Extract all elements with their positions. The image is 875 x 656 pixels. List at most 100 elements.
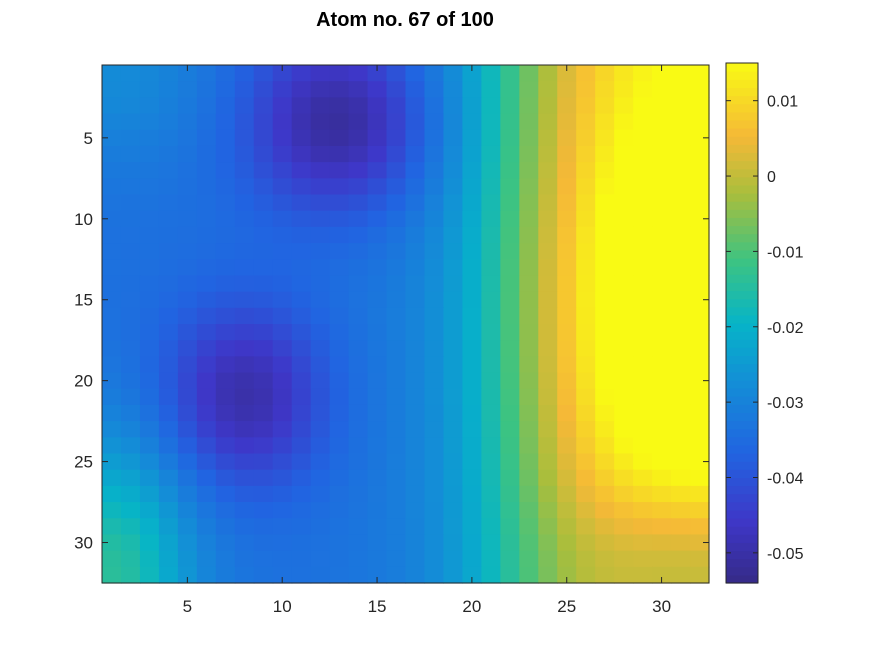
heatmap-cell <box>595 372 615 390</box>
heatmap-cell <box>424 469 445 487</box>
heatmap-cell <box>519 259 539 277</box>
heatmap-cell <box>120 485 141 503</box>
heatmap-cell <box>500 469 520 487</box>
colorbar-segment <box>726 274 758 283</box>
heatmap-cell <box>272 162 293 179</box>
heatmap-cell <box>443 340 464 357</box>
heatmap-cell <box>348 453 369 471</box>
heatmap-cell <box>671 194 691 212</box>
colorbar-segment <box>726 103 758 113</box>
heatmap-cell <box>462 388 482 406</box>
heatmap-cell <box>367 534 388 552</box>
heatmap-cell <box>386 421 407 438</box>
heatmap-cell <box>329 178 350 196</box>
heatmap-cell <box>102 356 122 374</box>
heatmap-cell <box>272 81 293 98</box>
heatmap-cell <box>443 65 464 82</box>
heatmap-cell <box>652 502 672 519</box>
heatmap-cell <box>462 210 482 228</box>
heatmap-cell <box>367 129 388 147</box>
heatmap-cell <box>557 81 577 98</box>
heatmap-cell <box>386 518 407 536</box>
heatmap-cell <box>557 259 577 277</box>
heatmap-cell <box>633 340 653 357</box>
heatmap-cell <box>519 469 539 487</box>
heatmap-cell <box>329 97 350 115</box>
heatmap-cell <box>614 97 634 115</box>
heatmap-cell <box>576 485 596 503</box>
heatmap-cell <box>652 210 672 228</box>
heatmap-cell <box>481 275 501 293</box>
heatmap-cell <box>595 388 615 406</box>
heatmap-cell <box>253 502 274 519</box>
heatmap-cell <box>348 324 369 341</box>
heatmap-cell <box>158 518 179 536</box>
heatmap-cell <box>253 404 274 422</box>
heatmap-cell <box>481 550 501 568</box>
heatmap-cell <box>196 550 217 568</box>
heatmap-cell <box>139 97 160 115</box>
heatmap-cell <box>538 81 558 98</box>
heatmap-cell <box>253 307 274 325</box>
heatmap-cell <box>538 518 558 536</box>
heatmap-cell <box>196 340 217 357</box>
heatmap-cell <box>576 534 596 552</box>
heatmap-cell <box>177 469 198 487</box>
heatmap-cell <box>405 97 426 115</box>
heatmap-cell <box>481 340 501 357</box>
heatmap-cell <box>139 502 160 519</box>
heatmap-cell <box>462 226 482 244</box>
heatmap-cell <box>633 534 653 552</box>
heatmap-cell <box>614 388 634 406</box>
heatmap-cell <box>500 97 520 115</box>
heatmap-cell <box>500 502 520 519</box>
heatmap-cell <box>177 65 198 82</box>
heatmap-cell <box>690 550 710 568</box>
heatmap-cell <box>120 566 141 584</box>
heatmap-cell <box>120 534 141 552</box>
heatmap-cell <box>690 259 710 277</box>
heatmap-cell <box>538 340 558 357</box>
heatmap-cell <box>234 372 255 390</box>
heatmap-cell <box>538 388 558 406</box>
heatmap-cell <box>576 259 596 277</box>
heatmap-cell <box>443 550 464 568</box>
heatmap-cell <box>424 113 445 131</box>
heatmap-cell <box>671 518 691 536</box>
heatmap-cell <box>329 113 350 131</box>
heatmap-cells <box>102 65 710 584</box>
heatmap-cell <box>139 259 160 277</box>
heatmap-cell <box>595 243 615 260</box>
heatmap-cell <box>595 210 615 228</box>
heatmap-cell <box>519 518 539 536</box>
plot-axes <box>101 64 710 584</box>
heatmap-cell <box>102 275 122 293</box>
heatmap-cell <box>481 243 501 260</box>
heatmap-cell <box>272 485 293 503</box>
colorbar-segment <box>726 469 758 478</box>
heatmap-cell <box>196 243 217 260</box>
heatmap-cell <box>367 275 388 293</box>
colorbar-segment <box>726 201 758 210</box>
heatmap-cell <box>690 404 710 422</box>
heatmap-cell <box>215 469 236 487</box>
heatmap-cell <box>158 566 179 584</box>
heatmap-cell <box>177 194 198 212</box>
heatmap-cell <box>614 502 634 519</box>
heatmap-cell <box>443 404 464 422</box>
heatmap-cell <box>633 307 653 325</box>
heatmap-cell <box>139 518 160 536</box>
heatmap-cell <box>291 502 312 519</box>
heatmap-cell <box>291 259 312 277</box>
heatmap-cell <box>367 469 388 487</box>
heatmap-cell <box>405 194 426 212</box>
heatmap-cell <box>102 97 122 115</box>
heatmap-cell <box>576 372 596 390</box>
heatmap-cell <box>633 145 653 163</box>
heatmap-cell <box>158 226 179 244</box>
heatmap-cell <box>595 65 615 82</box>
heatmap-cell <box>139 534 160 552</box>
heatmap-cell <box>234 356 255 374</box>
heatmap-cell <box>158 307 179 325</box>
colorbar-segment <box>726 241 758 251</box>
